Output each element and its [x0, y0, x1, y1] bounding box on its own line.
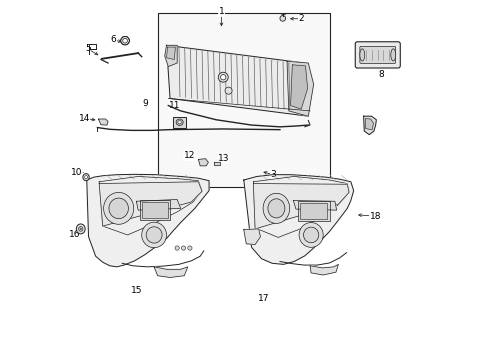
- Ellipse shape: [187, 246, 192, 250]
- Ellipse shape: [80, 228, 81, 230]
- Ellipse shape: [109, 198, 128, 219]
- Text: 12: 12: [183, 152, 195, 161]
- Text: 15: 15: [130, 286, 142, 295]
- Ellipse shape: [181, 246, 185, 250]
- Bar: [157, 13, 329, 187]
- Polygon shape: [244, 229, 260, 244]
- Ellipse shape: [220, 75, 225, 80]
- Polygon shape: [286, 61, 313, 116]
- Polygon shape: [99, 182, 202, 226]
- Text: 17: 17: [258, 294, 269, 303]
- Bar: [140, 200, 170, 220]
- Polygon shape: [214, 162, 220, 165]
- Ellipse shape: [263, 193, 289, 224]
- Text: 10: 10: [71, 168, 83, 177]
- Bar: [297, 201, 329, 221]
- Polygon shape: [253, 184, 348, 229]
- Ellipse shape: [76, 224, 85, 234]
- Text: 3: 3: [269, 170, 275, 179]
- Ellipse shape: [121, 36, 129, 45]
- Polygon shape: [365, 119, 373, 130]
- Polygon shape: [136, 199, 181, 210]
- Ellipse shape: [299, 222, 323, 247]
- Text: 2: 2: [298, 14, 304, 23]
- Ellipse shape: [279, 15, 285, 21]
- Polygon shape: [244, 175, 353, 264]
- Text: 13: 13: [217, 154, 228, 163]
- Polygon shape: [86, 174, 209, 267]
- Bar: [299, 203, 327, 219]
- Text: 8: 8: [377, 70, 383, 79]
- Polygon shape: [166, 47, 175, 59]
- Ellipse shape: [79, 226, 82, 231]
- Ellipse shape: [359, 49, 364, 61]
- Bar: [142, 202, 168, 218]
- Polygon shape: [198, 159, 208, 166]
- Ellipse shape: [122, 39, 127, 43]
- Polygon shape: [290, 65, 307, 109]
- Text: 5: 5: [85, 44, 91, 53]
- Polygon shape: [166, 45, 307, 116]
- Text: 16: 16: [69, 230, 81, 239]
- Polygon shape: [164, 45, 177, 67]
- Ellipse shape: [218, 72, 228, 82]
- Ellipse shape: [178, 121, 181, 124]
- Ellipse shape: [303, 227, 318, 243]
- Text: 7: 7: [368, 126, 374, 135]
- Text: 14: 14: [79, 114, 90, 123]
- Polygon shape: [309, 264, 338, 275]
- Bar: [173, 117, 186, 127]
- Ellipse shape: [390, 49, 395, 61]
- Ellipse shape: [267, 199, 285, 218]
- FancyBboxPatch shape: [355, 42, 400, 68]
- Text: 11: 11: [168, 101, 180, 110]
- Ellipse shape: [146, 227, 162, 243]
- Text: 1: 1: [218, 7, 224, 16]
- Ellipse shape: [224, 87, 232, 94]
- Text: 18: 18: [369, 212, 381, 221]
- Text: 4: 4: [244, 78, 250, 87]
- Text: 6: 6: [110, 36, 116, 45]
- Ellipse shape: [175, 246, 179, 250]
- Ellipse shape: [84, 176, 87, 179]
- Text: 9: 9: [142, 99, 148, 108]
- Ellipse shape: [103, 192, 133, 224]
- Polygon shape: [98, 119, 108, 125]
- Ellipse shape: [176, 119, 183, 125]
- Polygon shape: [363, 116, 376, 135]
- FancyBboxPatch shape: [359, 46, 395, 63]
- Polygon shape: [154, 267, 187, 278]
- Polygon shape: [293, 201, 336, 210]
- Ellipse shape: [142, 222, 166, 248]
- Ellipse shape: [82, 174, 89, 181]
